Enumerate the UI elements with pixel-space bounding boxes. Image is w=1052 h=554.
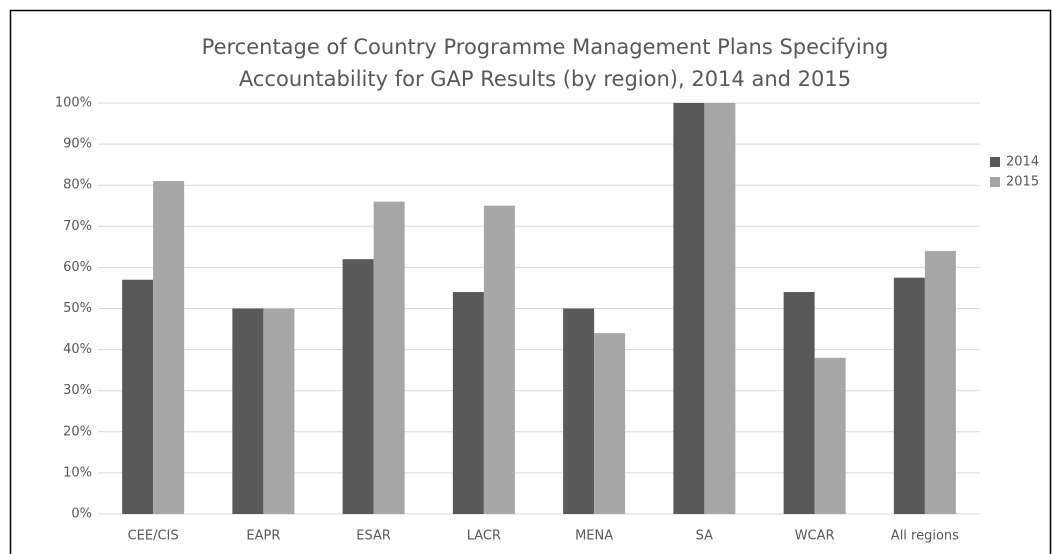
y-tick-label: 90% bbox=[63, 137, 92, 152]
y-tick-label: 70% bbox=[63, 219, 92, 234]
x-tick-label: EAPR bbox=[246, 529, 280, 544]
x-tick-label: MENA bbox=[575, 529, 613, 544]
legend-label: 2014 bbox=[1006, 155, 1039, 170]
x-tick-label: ESAR bbox=[356, 529, 391, 544]
bar bbox=[673, 103, 705, 514]
bar bbox=[373, 201, 405, 514]
bar bbox=[594, 333, 626, 514]
x-tick-label: LACR bbox=[467, 529, 501, 544]
bar bbox=[342, 259, 374, 514]
legend-swatch bbox=[990, 177, 1000, 187]
y-tick-label: 10% bbox=[63, 465, 92, 480]
legend-label: 2015 bbox=[1006, 175, 1039, 190]
legend-swatch bbox=[990, 157, 1000, 167]
bar bbox=[924, 250, 956, 514]
bar bbox=[452, 292, 484, 514]
x-tick-label: CEE/CIS bbox=[128, 529, 179, 544]
x-tick-label: All regions bbox=[891, 529, 959, 544]
x-tick-label: SA bbox=[696, 529, 713, 544]
bar bbox=[483, 205, 515, 514]
y-tick-label: 20% bbox=[63, 424, 92, 439]
bar bbox=[122, 279, 154, 514]
chart-title: Accountability for GAP Results (by regio… bbox=[239, 67, 851, 91]
y-tick-label: 80% bbox=[63, 178, 92, 193]
chart-title: Percentage of Country Programme Manageme… bbox=[202, 35, 889, 59]
bar bbox=[153, 181, 185, 514]
bar bbox=[783, 292, 815, 514]
y-tick-label: 0% bbox=[71, 507, 92, 522]
y-tick-label: 60% bbox=[63, 260, 92, 275]
bar bbox=[814, 357, 846, 514]
y-tick-label: 100% bbox=[55, 96, 92, 111]
y-tick-label: 30% bbox=[63, 383, 92, 398]
y-tick-label: 40% bbox=[63, 342, 92, 357]
bar bbox=[893, 277, 925, 514]
bar bbox=[232, 308, 264, 514]
x-tick-label: WCAR bbox=[795, 529, 835, 544]
bar bbox=[563, 308, 595, 514]
bar bbox=[263, 308, 295, 514]
y-tick-label: 50% bbox=[63, 301, 92, 316]
bar bbox=[704, 103, 736, 514]
